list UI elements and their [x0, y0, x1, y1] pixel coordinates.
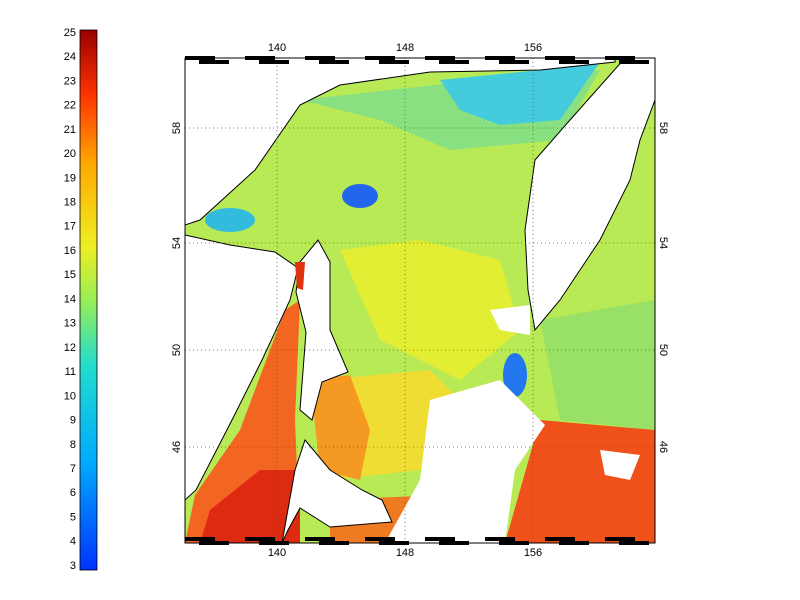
lon-label: 148: [396, 42, 414, 54]
colorbar-label: 18: [64, 196, 76, 208]
colorbar-label: 4: [70, 536, 76, 548]
colorbar-label: 12: [64, 342, 76, 354]
lon-label: 148: [396, 547, 414, 559]
lat-label: 54: [657, 237, 669, 249]
lat-label: 58: [657, 122, 669, 134]
lat-label: 58: [171, 122, 183, 134]
lat-label: 46: [657, 441, 669, 453]
lon-label: 156: [524, 42, 542, 54]
colorbar-label: 22: [64, 100, 76, 112]
lon-label: 156: [524, 547, 542, 559]
colorbar-label: 14: [64, 293, 76, 305]
frame-border: [183, 56, 657, 64]
colorbar-label: 23: [64, 75, 76, 87]
colorbar-label: 25: [64, 27, 76, 39]
colorbar-label: 17: [64, 221, 76, 233]
colorbar-label: 11: [65, 366, 76, 378]
colorbar-label: 24: [64, 51, 76, 63]
lat-label: 46: [171, 441, 183, 453]
colorbar-label: 9: [70, 415, 76, 427]
map-frame: [184, 57, 656, 544]
lat-label: 50: [657, 344, 669, 356]
graticule: [185, 58, 655, 543]
lon-label: 140: [268, 42, 286, 54]
colorbar-label: 7: [70, 463, 76, 475]
lat-label: 50: [171, 344, 183, 356]
colorbar-label: 3: [70, 560, 76, 572]
colorbar-label: 10: [64, 390, 76, 402]
colorbar: [79, 29, 98, 571]
colorbar-label: 8: [70, 439, 76, 451]
lat-label: 54: [171, 237, 183, 249]
colorbar-label: 5: [70, 511, 76, 523]
colorbar-label: 21: [64, 124, 76, 136]
colorbar-label: 13: [64, 318, 76, 330]
sst-field: [185, 58, 655, 543]
colorbar-label: 16: [64, 245, 76, 257]
colorbar-label: 15: [64, 269, 76, 281]
colorbar-label: 6: [70, 487, 76, 499]
lon-label: 140: [268, 547, 286, 559]
colorbar-label: 20: [64, 148, 76, 160]
frame-border: [183, 537, 657, 545]
colorbar-label: 19: [64, 172, 76, 184]
